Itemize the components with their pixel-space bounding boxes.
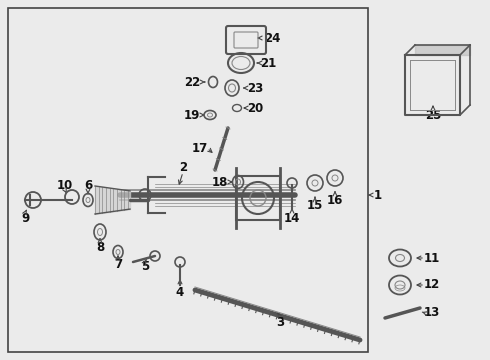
Text: 14: 14 bbox=[284, 212, 300, 225]
Text: 9: 9 bbox=[21, 212, 29, 225]
Text: 19: 19 bbox=[184, 108, 200, 122]
Text: 21: 21 bbox=[260, 57, 276, 69]
Text: 24: 24 bbox=[264, 32, 280, 45]
Text: 4: 4 bbox=[176, 287, 184, 300]
Text: 17: 17 bbox=[192, 141, 208, 154]
Text: 22: 22 bbox=[184, 76, 200, 89]
Text: 20: 20 bbox=[247, 102, 263, 114]
Text: 3: 3 bbox=[276, 315, 284, 328]
Text: 11: 11 bbox=[424, 252, 440, 265]
Text: 13: 13 bbox=[424, 306, 440, 320]
Text: 8: 8 bbox=[96, 240, 104, 253]
Text: 7: 7 bbox=[114, 258, 122, 271]
Text: 10: 10 bbox=[57, 179, 73, 192]
Text: 5: 5 bbox=[141, 261, 149, 274]
Text: 18: 18 bbox=[212, 176, 228, 189]
Text: 2: 2 bbox=[179, 161, 187, 174]
Text: 12: 12 bbox=[424, 279, 440, 292]
Text: 15: 15 bbox=[307, 198, 323, 212]
Bar bbox=[8, 8, 368, 352]
Text: 25: 25 bbox=[425, 108, 441, 122]
Text: 6: 6 bbox=[84, 179, 92, 192]
Text: 16: 16 bbox=[327, 194, 343, 207]
Text: 1: 1 bbox=[374, 189, 382, 202]
Text: 23: 23 bbox=[247, 81, 263, 95]
Bar bbox=[236, 176, 280, 220]
